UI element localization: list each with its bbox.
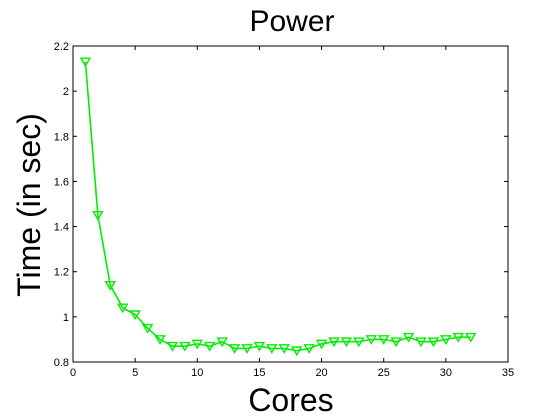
data-point <box>353 337 365 348</box>
y-tick-label: 2 <box>63 86 69 98</box>
y-tick-label: 0.8 <box>54 357 69 369</box>
data-point <box>390 337 402 348</box>
data-point <box>290 346 303 357</box>
x-tick-label: 15 <box>253 367 265 379</box>
data-point <box>104 280 117 291</box>
y-tick-label: 1 <box>63 312 69 324</box>
data-point <box>216 337 228 348</box>
data-point <box>452 332 465 343</box>
data-point <box>141 323 154 334</box>
x-tick-label: 0 <box>70 367 76 379</box>
data-point <box>315 339 328 350</box>
series-layer <box>79 57 477 357</box>
data-point <box>92 210 104 221</box>
x-tick-label: 5 <box>132 367 138 379</box>
x-axis-label: Cores <box>248 382 333 418</box>
data-point <box>365 335 378 345</box>
data-point <box>79 57 92 68</box>
data-point <box>440 335 452 345</box>
series-line <box>84 61 471 352</box>
data-point <box>191 339 204 350</box>
data-point <box>415 337 427 348</box>
y-axis-label: Time (in sec) <box>11 113 47 297</box>
data-point <box>377 335 390 345</box>
data-point <box>266 344 278 354</box>
x-tick-label: 30 <box>440 367 452 379</box>
data-point <box>154 335 166 345</box>
data-point <box>427 337 440 348</box>
data-point <box>241 344 253 354</box>
data-point <box>203 341 216 352</box>
data-point <box>116 303 129 314</box>
y-tick-label: 1.4 <box>54 222 69 234</box>
x-tick-label: 10 <box>191 367 203 379</box>
plot-area <box>72 45 509 363</box>
data-point <box>303 344 315 354</box>
data-point <box>278 344 291 354</box>
y-tick-label: 1.2 <box>54 267 69 279</box>
data-point <box>129 310 141 321</box>
data-point <box>253 341 266 352</box>
axis-ticks: 0 5 10 15 20 25 30 35 0.8 1 1.2 1.4 1.6 1.8 2 2.2 <box>54 41 514 379</box>
data-point <box>402 332 415 343</box>
chart-title: Power <box>249 5 334 38</box>
data-point <box>228 344 241 354</box>
data-point <box>328 337 340 348</box>
data-point <box>464 332 477 343</box>
data-point <box>340 337 353 348</box>
y-tick-label: 1.8 <box>54 131 69 143</box>
x-tick-label: 25 <box>378 367 390 379</box>
y-tick-label: 1.6 <box>54 176 69 188</box>
y-tick-label: 2.2 <box>54 41 69 53</box>
data-point <box>166 341 179 352</box>
x-tick-label: 35 <box>502 367 514 379</box>
data-point <box>179 341 191 352</box>
x-tick-label: 20 <box>315 367 327 379</box>
